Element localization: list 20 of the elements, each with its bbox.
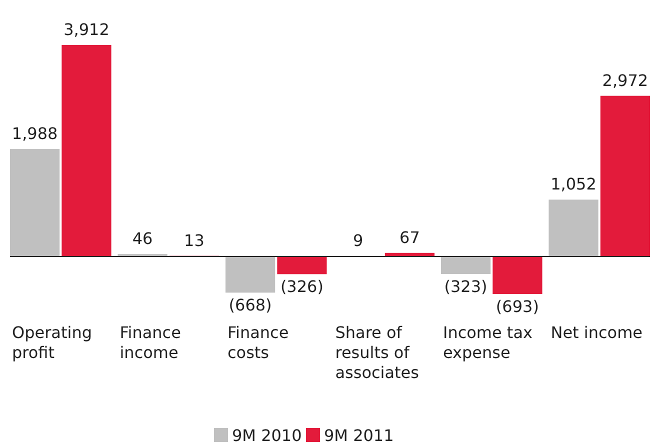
- data-label: 13: [184, 230, 204, 250]
- data-label: 2,972: [602, 70, 648, 90]
- x-tick-label: Finance income: [120, 323, 181, 362]
- data-label: 9: [352, 231, 364, 250]
- data-label: (326): [280, 277, 324, 296]
- data-label: 1,052: [550, 174, 596, 194]
- legend-label: 9M 2010: [232, 426, 302, 444]
- data-label: 1,988: [12, 124, 58, 144]
- x-tick-label: Operating profit: [12, 323, 92, 362]
- data-label: (693): [496, 297, 539, 316]
- legend-label: 9M 2011: [324, 426, 394, 444]
- data-label: 3,912: [64, 20, 110, 39]
- data-label: 46: [132, 229, 153, 248]
- x-tick-label: Share of results of associates: [335, 323, 419, 382]
- data-label: (668): [228, 296, 272, 315]
- data-label: (323): [444, 276, 488, 296]
- data-label: 67: [400, 228, 420, 247]
- x-tick-label: Income tax expense: [442, 323, 532, 362]
- x-tick-label: Finance costs: [227, 323, 289, 362]
- x-tick-label: Net income: [550, 323, 642, 342]
